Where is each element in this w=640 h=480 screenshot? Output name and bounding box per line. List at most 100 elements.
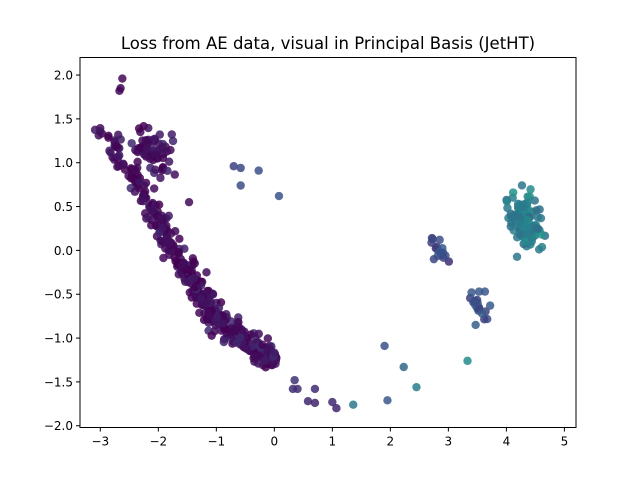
x-tick-label: 2 [387,435,395,449]
data-point [155,130,165,139]
y-axis: −2.0 −1.5 −1.0 −0.5 0.0 0.5 1.0 1.5 2.0 [44,69,80,433]
data-point [147,221,156,230]
y-tick-label: −2.0 [44,419,73,433]
data-point [177,260,186,270]
data-point [158,223,167,233]
y-tick-label: 0.5 [54,200,73,214]
data-point [135,177,144,186]
data-point [506,222,515,231]
data-point [523,223,532,232]
data-point [171,227,180,236]
data-point [159,253,168,263]
x-tick-label: −1 [207,435,225,449]
data-point [134,124,144,133]
data-point [441,251,450,260]
data-point [115,151,124,160]
data-point [127,174,136,183]
data-point [130,187,140,196]
data-point [428,234,437,244]
data-point [202,298,211,308]
x-axis: −3 −2 −1 0 1 2 3 4 5 [91,427,568,449]
data-point [226,317,236,326]
data-point [158,153,168,163]
data-point [184,197,194,207]
y-tick-label: 1.0 [54,156,73,170]
data-point [188,254,198,263]
data-point [195,308,204,318]
data-point [218,319,228,328]
data-point [332,404,341,413]
data-point [144,123,153,133]
data-point [158,143,167,152]
x-tick-label: 3 [445,435,453,449]
data-point [502,197,512,206]
data-point [207,331,216,340]
data-point [510,210,519,220]
data-point [118,74,127,83]
data-point [270,348,279,357]
data-point [463,356,472,366]
data-point [474,287,484,296]
y-tick-label: −0.5 [44,288,73,302]
data-point [175,234,184,243]
data-point [144,212,153,222]
data-point [383,396,392,405]
data-point [208,290,218,299]
y-tick-label: −1.5 [44,375,73,389]
data-point [477,309,487,318]
data-point [138,191,148,200]
data-point [310,384,320,394]
points-layer [90,74,550,413]
data-point [480,287,490,296]
data-point [254,329,264,339]
data-point [537,242,547,252]
data-point [508,188,518,197]
data-point [274,191,284,201]
data-point [164,211,173,221]
data-point [167,130,176,139]
data-point [236,181,245,190]
data-point [156,214,165,224]
data-point [467,288,476,297]
data-point [146,163,155,173]
data-point [260,356,269,365]
data-point [174,248,183,257]
data-point [119,160,128,169]
x-tick-label: −3 [91,435,109,449]
y-tick-label: 2.0 [54,69,73,83]
data-point [104,131,113,140]
data-point [214,303,224,313]
axes-frame [79,57,577,428]
data-point [412,382,421,392]
data-point [523,215,532,224]
data-point [520,237,529,246]
data-point [349,400,358,409]
data-point [213,312,222,322]
data-point [163,166,172,176]
data-point [380,341,389,351]
data-point [189,273,199,283]
x-tick-label: 1 [329,435,337,449]
data-point [115,86,124,96]
data-point [154,200,164,209]
data-point [181,277,190,286]
data-point [163,234,172,244]
data-point [524,230,533,239]
x-tick-label: −2 [149,435,167,449]
data-point [254,166,263,175]
data-point [219,337,229,347]
data-point [170,170,179,179]
data-point [229,162,238,171]
data-point [174,270,183,279]
data-point [168,136,178,146]
data-point [234,318,243,327]
data-point [530,196,539,205]
data-point [116,135,125,144]
data-point [534,224,543,234]
data-point [240,327,249,336]
data-point [536,214,546,223]
data-point [471,320,480,330]
data-point [156,173,165,183]
data-point [149,184,159,193]
